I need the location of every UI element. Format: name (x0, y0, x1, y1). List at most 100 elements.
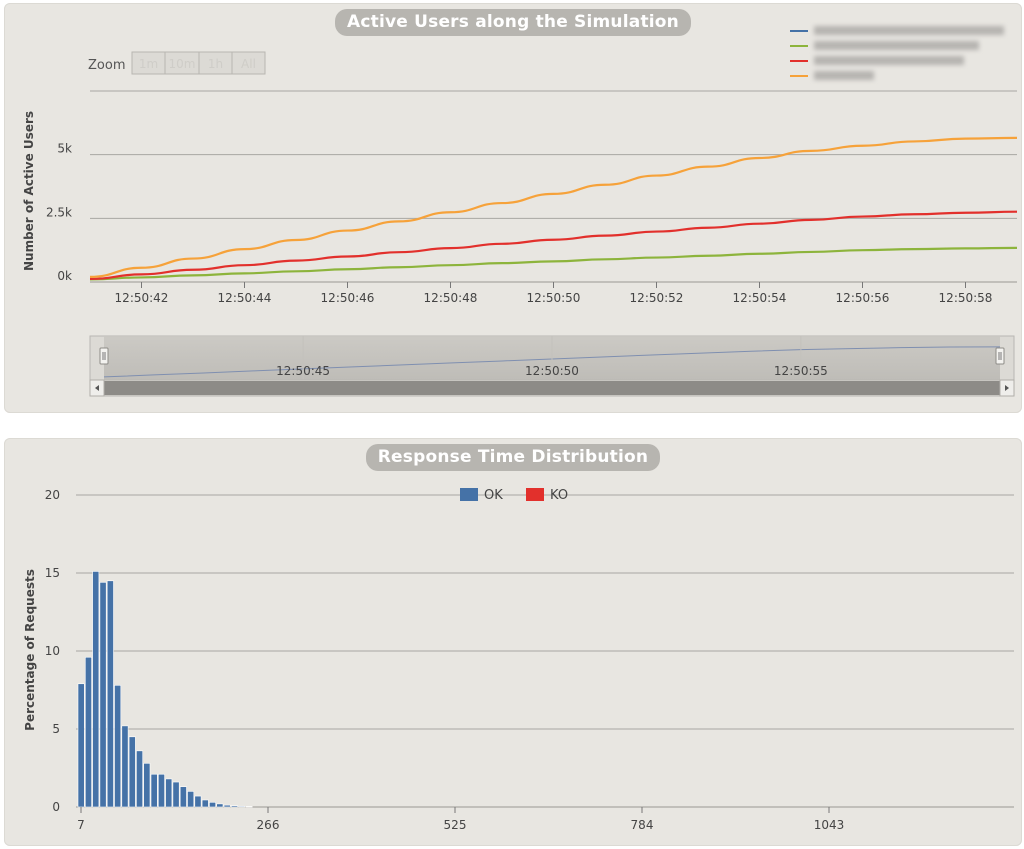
navigator-handle-left[interactable] (99, 347, 109, 365)
x-tick-label: 784 (631, 818, 654, 832)
chevron-left-icon (95, 385, 99, 391)
y-grid (90, 90, 1017, 283)
bar-ok (201, 799, 209, 808)
legend-item-ok[interactable]: OK (460, 488, 503, 503)
series-line (89, 246, 1018, 281)
y-tick-label: 5 (52, 722, 60, 736)
bar-ok (172, 781, 180, 808)
y-tick-label: 2.5k (46, 205, 72, 219)
zoom-buttons: 1m 10m 1h All (131, 51, 266, 75)
handle-body[interactable] (995, 347, 1005, 365)
y-tick-label: 0 (52, 800, 60, 814)
zoom-button-label[interactable]: 1m (139, 57, 158, 71)
x-tick-label: 1043 (814, 818, 845, 832)
navigator-scrollbar[interactable] (89, 379, 1015, 397)
zoom-label: Zoom (88, 58, 125, 73)
zoom-button-label[interactable]: 1h (208, 57, 223, 71)
bar-ok (85, 656, 92, 808)
series-lines (89, 136, 1018, 281)
bar-ok (223, 804, 231, 808)
response-time-legend: OK KO (460, 488, 568, 503)
bar-ok (231, 805, 238, 808)
legend-label-blurred (814, 26, 1004, 35)
x-tick-label: 12:50:50 (527, 291, 581, 305)
bar-ok (150, 773, 158, 808)
x-tick-labels: 12:50:42 12:50:44 12:50:46 12:50:48 12:50:50… (115, 282, 993, 305)
bar-ok (114, 685, 122, 808)
legend-label-blurred (814, 56, 964, 65)
x-tick-label: 12:50:44 (218, 291, 272, 305)
legend-label-blurred (814, 71, 874, 80)
response-time-panel: 0 5 10 15 20 Percentage of Requests OK KO 7 26… (4, 438, 1022, 846)
y-tick-label: 5k (57, 142, 72, 156)
y-tick-labels: 0 5 10 15 20 (45, 488, 60, 814)
chevron-right-icon (1005, 385, 1009, 391)
time-navigator[interactable]: 12:50:45 12:50:50 12:50:55 (89, 335, 1015, 397)
y-tick-label: 20 (45, 488, 60, 502)
x-tick-label: 12:50:52 (630, 291, 684, 305)
active-users-panel: Zoom 1m 10m 1h All 0k 2.5k 5k Number of Activ… (4, 3, 1022, 413)
bar-ok (136, 750, 143, 808)
zoom-button-1h[interactable]: 1h (198, 51, 233, 75)
zoom-button-all[interactable]: All (231, 51, 266, 75)
x-tick-label: 266 (257, 818, 280, 832)
bar-ok (92, 571, 100, 808)
scroll-right-button[interactable] (999, 379, 1015, 397)
x-tick-labels: 7 266 525 784 1043 (77, 807, 844, 832)
legend-item-ko[interactable]: KO (526, 488, 568, 503)
y-tick-label: 15 (45, 566, 60, 580)
legend-label: OK (484, 488, 503, 503)
bar-ok (245, 806, 253, 808)
navigator-tick-label: 12:50:55 (774, 364, 828, 378)
navigator-tick-label: 12:50:50 (525, 364, 579, 378)
bar-ok (99, 582, 107, 808)
x-tick-label: 12:50:54 (733, 291, 787, 305)
zoom-button-label[interactable]: 10m (169, 57, 196, 71)
x-tick-label: 7 (77, 818, 85, 832)
zoom-button-10m[interactable]: 10m (164, 51, 200, 75)
legend-label: KO (550, 488, 568, 503)
bar-ok (143, 763, 151, 808)
active-users-legend (790, 26, 1004, 80)
x-tick-label: 12:50:58 (939, 291, 993, 305)
bar-ok (216, 803, 224, 808)
x-tick-label: 12:50:48 (424, 291, 478, 305)
x-tick-label: 12:50:56 (836, 291, 890, 305)
y-axis-label: Percentage of Requests (23, 569, 37, 731)
scroll-left-button[interactable] (89, 379, 105, 397)
scrollbar-thumb[interactable] (104, 381, 1000, 395)
legend-swatch (526, 488, 544, 501)
response-time-chart: 0 5 10 15 20 Percentage of Requests OK KO 7 26… (23, 488, 1014, 832)
bar-ok (187, 791, 195, 808)
bars (77, 571, 253, 808)
zoom-button-1m[interactable]: 1m (131, 51, 166, 75)
bar-ok (165, 778, 173, 808)
navigator-tick-label: 12:50:45 (276, 364, 330, 378)
bar-ok (179, 786, 187, 808)
bar-ok (209, 802, 216, 808)
y-tick-labels: 0k 2.5k 5k (46, 142, 72, 283)
bar-ok (194, 795, 202, 808)
navigator-handle-right[interactable] (995, 347, 1005, 365)
handle-body[interactable] (99, 347, 109, 365)
bar-ok (128, 736, 136, 808)
bar-ok (158, 773, 165, 808)
y-axis-label: Number of Active Users (22, 111, 36, 271)
zoom-button-label[interactable]: All (241, 57, 256, 71)
bar-ok (121, 725, 129, 808)
y-tick-label: 10 (45, 644, 60, 658)
bar-ok (106, 580, 114, 808)
bar-ok (77, 683, 85, 808)
y-tick-label: 0k (57, 269, 72, 283)
x-tick-label: 525 (444, 818, 467, 832)
legend-swatch (460, 488, 478, 501)
bar-ok (238, 805, 246, 808)
active-users-chart: Zoom 1m 10m 1h All 0k 2.5k 5k Number of Activ… (22, 26, 1018, 397)
series-line (89, 136, 1018, 279)
y-grid (76, 494, 1014, 808)
x-tick-label: 12:50:46 (321, 291, 375, 305)
zoom-button-bg[interactable] (231, 51, 266, 75)
series-line (89, 210, 1018, 281)
legend-label-blurred (814, 41, 979, 50)
x-tick-label: 12:50:42 (115, 291, 169, 305)
